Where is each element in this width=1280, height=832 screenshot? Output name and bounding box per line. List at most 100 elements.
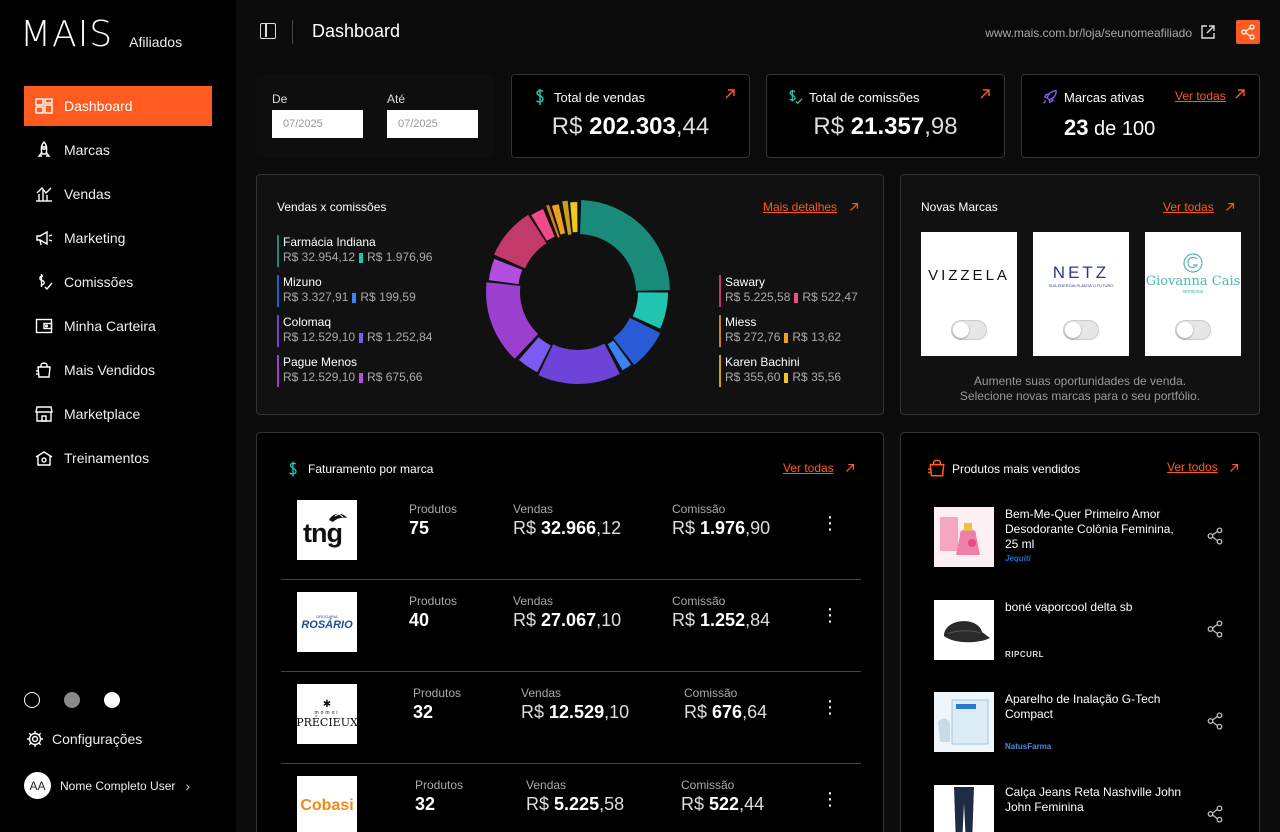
- brand-toggle[interactable]: [1063, 320, 1099, 340]
- arrow-up-right-icon[interactable]: [1228, 462, 1240, 474]
- sidebar-item-vendas[interactable]: Vendas: [24, 174, 212, 214]
- donut-commission-segment[interactable]: [551, 204, 566, 235]
- donut-sales-segment[interactable]: [580, 200, 670, 291]
- product-item[interactable]: Calça Jeans Reta Nashville John John Fem…: [934, 785, 1224, 832]
- brand-tile-vizzela[interactable]: VIZZELA: [921, 232, 1017, 356]
- donut-commission-segment[interactable]: [632, 292, 668, 329]
- more-options-icon[interactable]: ⋮: [821, 513, 839, 533]
- legend-name: Karen Bachini: [725, 355, 800, 369]
- donut-sales-segment[interactable]: [546, 204, 560, 238]
- brand-toggle[interactable]: [951, 320, 987, 340]
- arrow-up-right-icon[interactable]: [978, 87, 992, 101]
- giovanna-cais-logo-icon: [1183, 252, 1203, 273]
- donut-sales-segment[interactable]: [486, 282, 539, 359]
- share-icon[interactable]: [1206, 712, 1224, 730]
- commission-column: Comissão R$ 676,64: [684, 686, 768, 722]
- legend-item: Miess R$ 272,76 R$ 13,62: [719, 315, 841, 347]
- sidebar-item-marcas[interactable]: Marcas: [24, 130, 212, 170]
- best-sellers-see-all-link[interactable]: Ver todos: [1167, 460, 1218, 474]
- dollar-icon: [289, 461, 297, 477]
- store-url-link[interactable]: www.mais.com.br/loja/seunomeafiliado: [985, 26, 1192, 40]
- theme-gray-option[interactable]: [64, 692, 80, 708]
- donut-sales-segment[interactable]: [494, 214, 547, 269]
- logo-subtitle: Afiliados: [129, 34, 183, 50]
- share-icon[interactable]: [1206, 620, 1224, 638]
- donut-sales-segment[interactable]: [562, 200, 572, 235]
- page-title: Dashboard: [312, 21, 401, 41]
- wallet-icon: [34, 316, 54, 336]
- arrow-up-right-icon[interactable]: [1233, 87, 1247, 101]
- share-button[interactable]: [1236, 20, 1260, 44]
- donut-sales-segment[interactable]: [613, 317, 661, 365]
- billing-row[interactable]: tng Produtos 75 Vendas R$ 32.966,12 Comi…: [281, 488, 861, 580]
- product-name: boné vaporcool delta sb: [1005, 600, 1133, 614]
- sales-chart-title: Vendas x comissões: [277, 200, 387, 214]
- brand-tile-giovanna-cais[interactable]: Giovanna Cais semijoias: [1145, 232, 1241, 356]
- flower-icon: ✱: [322, 699, 332, 710]
- sidebar-item-marketplace[interactable]: Marketplace: [24, 394, 212, 434]
- new-brands-see-all-link[interactable]: Ver todas: [1163, 200, 1214, 214]
- arrow-up-right-icon[interactable]: [723, 87, 737, 101]
- share-icon[interactable]: [1206, 527, 1224, 545]
- settings-link[interactable]: Configurações: [26, 730, 142, 748]
- arrow-up-right-icon[interactable]: [1224, 201, 1236, 213]
- active-brands-see-all-link[interactable]: Ver todas: [1175, 89, 1226, 103]
- more-options-icon[interactable]: ⋮: [821, 697, 839, 717]
- sidebar-item-dashboard[interactable]: Dashboard: [24, 86, 212, 126]
- arrow-up-right-icon[interactable]: [848, 201, 860, 213]
- date-from-input[interactable]: [272, 110, 363, 138]
- sidebar-item-treinamentos[interactable]: Treinamentos: [24, 438, 212, 478]
- sidebar-item-label: Minha Carteira: [64, 318, 156, 334]
- product-name: Aparelho de Inalação G-Tech Compact: [1005, 692, 1161, 721]
- header-divider: [292, 20, 293, 44]
- external-link-icon[interactable]: [1200, 24, 1216, 40]
- arrow-up-right-icon[interactable]: [844, 462, 856, 474]
- brand-tile-netz[interactable]: NETZ SUA ENERGIA PLANTA O FUTURO: [1033, 232, 1129, 356]
- sidebar-item-marketing[interactable]: Marketing: [24, 218, 212, 258]
- more-options-icon[interactable]: ⋮: [821, 605, 839, 625]
- date-filter-card: De Até: [256, 74, 495, 158]
- billing-row[interactable]: ✱ momoi PRÉCIEUX Produtos 32 Vendas R$ 1…: [281, 672, 861, 764]
- product-item[interactable]: Aparelho de Inalação G-Tech Compact Natu…: [934, 692, 1224, 754]
- share-icon[interactable]: [1206, 805, 1224, 823]
- cap-image-icon: [934, 600, 994, 660]
- donut-commission-segment[interactable]: [607, 340, 632, 371]
- sales-chart-details-link[interactable]: Mais detalhes: [763, 200, 838, 214]
- donut-commission-segment[interactable]: [570, 202, 578, 233]
- product-brand: RIPCURL: [1005, 650, 1045, 659]
- brand-toggle[interactable]: [1175, 320, 1211, 340]
- billing-row[interactable]: Cobasi Produtos 32 Vendas R$ 5.225,58 Co…: [281, 764, 861, 832]
- sidebar-item-comissoes[interactable]: Comissões: [24, 262, 212, 302]
- training-icon: [34, 448, 54, 468]
- sidebar-item-mais-vendidos[interactable]: Mais Vendidos: [24, 350, 212, 390]
- theme-dark-option[interactable]: [24, 692, 40, 708]
- donut-commission-segment[interactable]: [488, 258, 523, 285]
- theme-light-option[interactable]: [104, 692, 120, 708]
- sidebar-item-label: Marketplace: [64, 406, 141, 422]
- user-menu[interactable]: AA Nome Completo User ›: [24, 772, 190, 799]
- legend-name: Colomaq: [283, 315, 332, 329]
- sidebar-toggle-button[interactable]: [260, 23, 276, 39]
- legend-item: Sawary R$ 5.225,58 R$ 522,47: [719, 275, 858, 307]
- dollar-check-icon: [34, 272, 54, 292]
- billing-row[interactable]: DROGARIA ROSÁRIO Produtos 40 Vendas R$ 2…: [281, 580, 861, 672]
- shopping-bag-icon: [34, 360, 54, 380]
- settings-label: Configurações: [52, 731, 143, 747]
- product-item[interactable]: boné vaporcool delta sb RIPCURL: [934, 600, 1224, 662]
- donut-commission-segment[interactable]: [531, 209, 555, 241]
- legend-color-bar: [277, 275, 279, 307]
- total-commissions-value: R$ 21.357,98: [813, 113, 958, 140]
- sidebar-item-carteira[interactable]: Minha Carteira: [24, 306, 212, 346]
- commission-column: Comissão R$ 522,44: [681, 778, 765, 814]
- sales-column: Vendas R$ 12.529,10: [521, 686, 630, 722]
- date-to-input[interactable]: [387, 110, 478, 138]
- more-options-icon[interactable]: ⋮: [821, 789, 839, 809]
- active-brands-card: Marcas ativas Ver todas 23 de 100: [1021, 74, 1260, 158]
- legend-values: R$ 32.954,12 R$ 1.976,96: [283, 250, 433, 264]
- total-sales-card: Total de vendas R$ 202.303,44: [511, 74, 750, 158]
- donut-sales-segment[interactable]: [538, 343, 620, 384]
- product-item[interactable]: Bem-Me-Quer Primeiro Amor Desodorante Co…: [934, 507, 1224, 569]
- products-column: Produtos 75: [409, 502, 458, 538]
- donut-commission-segment[interactable]: [518, 337, 551, 373]
- billing-see-all-link[interactable]: Ver todas: [783, 461, 834, 475]
